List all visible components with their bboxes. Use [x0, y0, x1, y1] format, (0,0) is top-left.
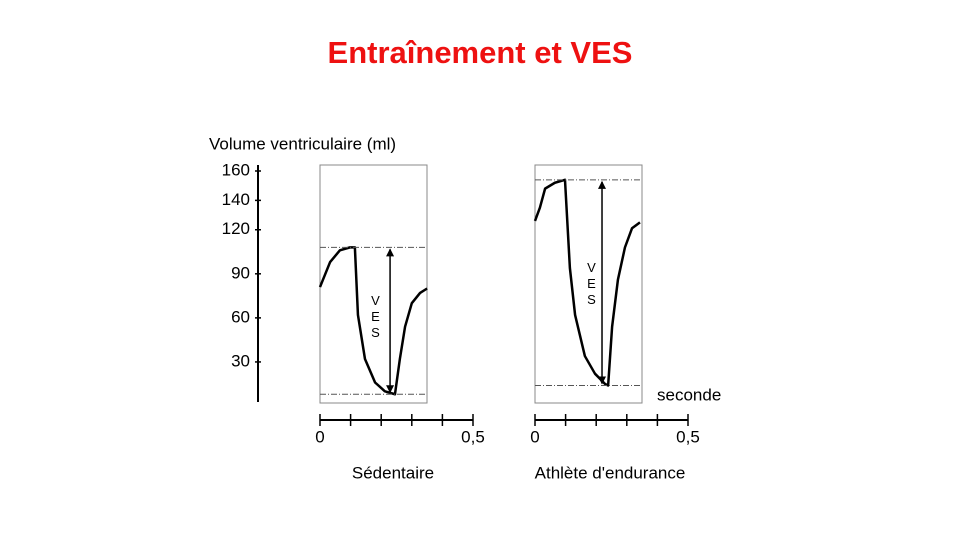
- y-tick-label: 60: [231, 307, 250, 326]
- y-tick-label: 30: [231, 351, 250, 370]
- annotation: VES: [368, 293, 383, 341]
- chart-label: Sédentaire: [352, 463, 434, 482]
- arrow-head: [598, 376, 607, 385]
- volume-curve: [533, 178, 641, 387]
- x-axis-label: seconde: [657, 385, 721, 404]
- x-tick-label: 0,5: [676, 427, 700, 446]
- plot-box: [534, 164, 643, 404]
- volume-curve: [318, 246, 428, 396]
- y-axis-label: Volume ventriculaire (ml): [209, 134, 396, 153]
- x-tick-label: 0,5: [461, 427, 485, 446]
- slide-title: Entraînement et VES: [328, 35, 633, 70]
- chart-label: Athlète d'endurance: [535, 463, 686, 482]
- y-tick-label: 120: [222, 219, 250, 238]
- annotation: VES: [584, 260, 599, 308]
- y-tick-label: 160: [222, 160, 250, 179]
- x-tick-label: 0: [315, 427, 324, 446]
- y-tick-label: 90: [231, 263, 250, 282]
- plot-box: [319, 164, 428, 404]
- arrow-head: [598, 180, 607, 189]
- x-tick-label: 0: [530, 427, 539, 446]
- arrow-head: [386, 385, 395, 394]
- arrow-head: [386, 248, 395, 257]
- y-tick-label: 140: [222, 190, 250, 209]
